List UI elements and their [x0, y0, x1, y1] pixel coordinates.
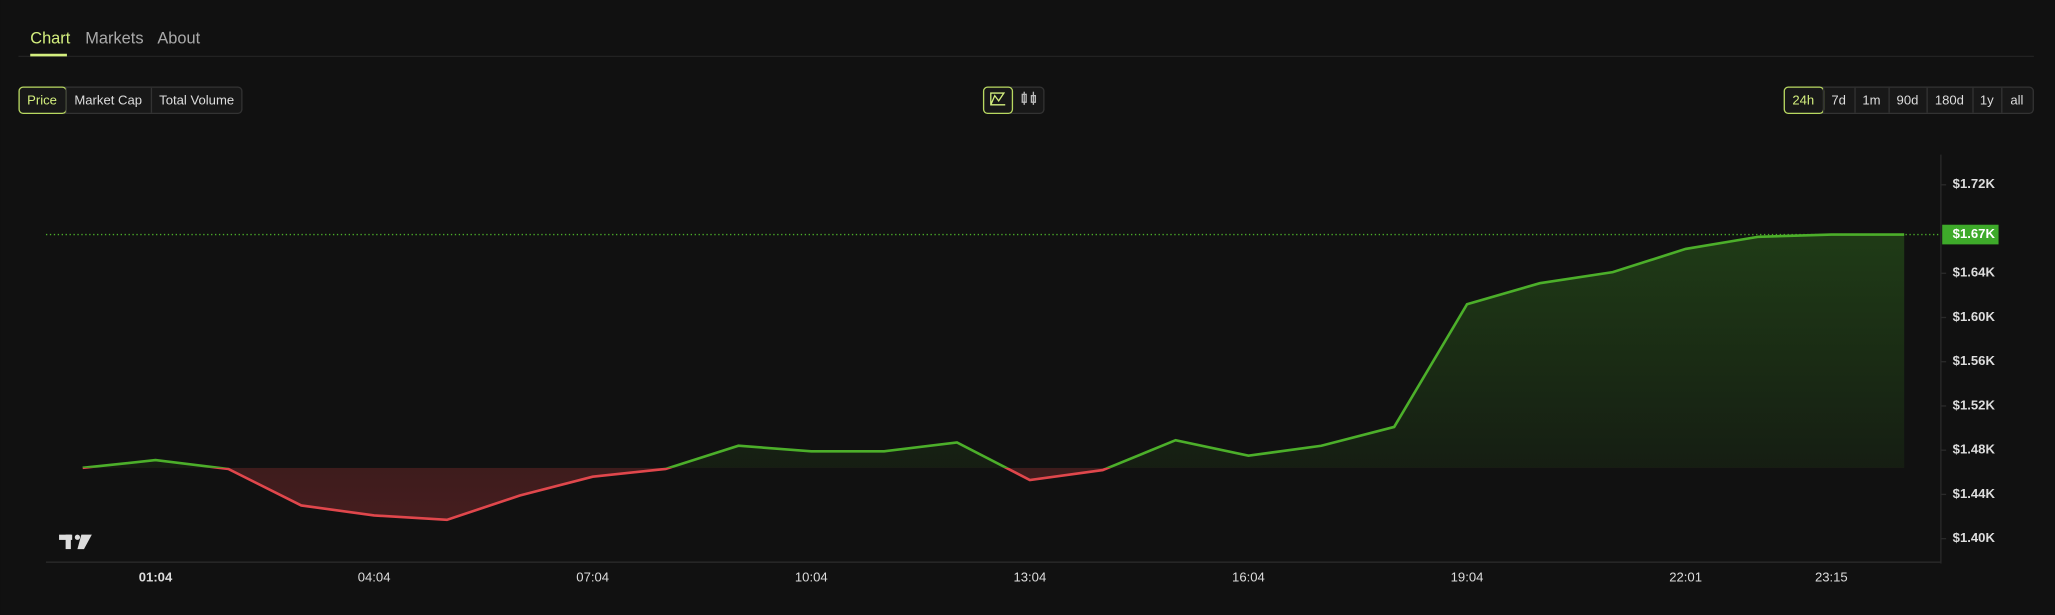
- tab[interactable]: Chart: [30, 30, 70, 48]
- range-button[interactable]: 1m: [1862, 92, 1880, 107]
- candle-chart-button[interactable]: [1021, 91, 1037, 105]
- x-tick-label: 07:04: [576, 569, 609, 584]
- metric-button[interactable]: Price: [27, 92, 57, 107]
- x-tick-label: 19:04: [1451, 569, 1484, 584]
- y-tick-label: $1.64K: [1953, 265, 1996, 280]
- line-chart-icon: [990, 92, 1006, 106]
- y-tick-label: $1.44K: [1953, 486, 1996, 501]
- last-price-label: $1.67K: [1953, 226, 1996, 241]
- range-button[interactable]: 7d: [1831, 92, 1846, 107]
- line-above: [82, 233, 1905, 468]
- range-button[interactable]: all: [2010, 92, 2023, 107]
- x-tick-label: 13:04: [1013, 569, 1046, 584]
- tab[interactable]: About: [157, 30, 200, 48]
- range-button[interactable]: 90d: [1897, 92, 1919, 107]
- x-tick-label: 22:01: [1669, 569, 1702, 584]
- area-above: [82, 234, 1905, 468]
- tab[interactable]: Markets: [85, 30, 143, 48]
- y-tick-label: $1.72K: [1953, 176, 1996, 191]
- x-tick-label: 10:04: [795, 569, 828, 584]
- x-tick-label: 23:15: [1815, 569, 1848, 584]
- x-tick-label: 16:04: [1232, 569, 1265, 584]
- x-tick-label: 01:04: [139, 569, 173, 584]
- y-tick-label: $1.60K: [1953, 309, 1996, 324]
- line-below: [82, 467, 1112, 522]
- tradingview-logo: [59, 534, 92, 550]
- y-tick-label: $1.56K: [1953, 353, 1996, 368]
- y-tick-label: $1.48K: [1953, 442, 1996, 457]
- x-tick-label: 04:04: [358, 569, 391, 584]
- area-below: [219, 467, 1109, 520]
- metric-button[interactable]: Total Volume: [159, 92, 234, 107]
- range-button[interactable]: 24h: [1792, 92, 1814, 107]
- y-tick-label: $1.52K: [1953, 397, 1996, 412]
- metric-button[interactable]: Market Cap: [74, 92, 142, 107]
- range-button[interactable]: 180d: [1935, 92, 1964, 107]
- range-button[interactable]: 1y: [1980, 92, 1994, 107]
- y-tick-label: $1.40K: [1953, 530, 1996, 545]
- last-price-badge: [1942, 224, 1999, 245]
- line-chart-button[interactable]: [982, 86, 1014, 115]
